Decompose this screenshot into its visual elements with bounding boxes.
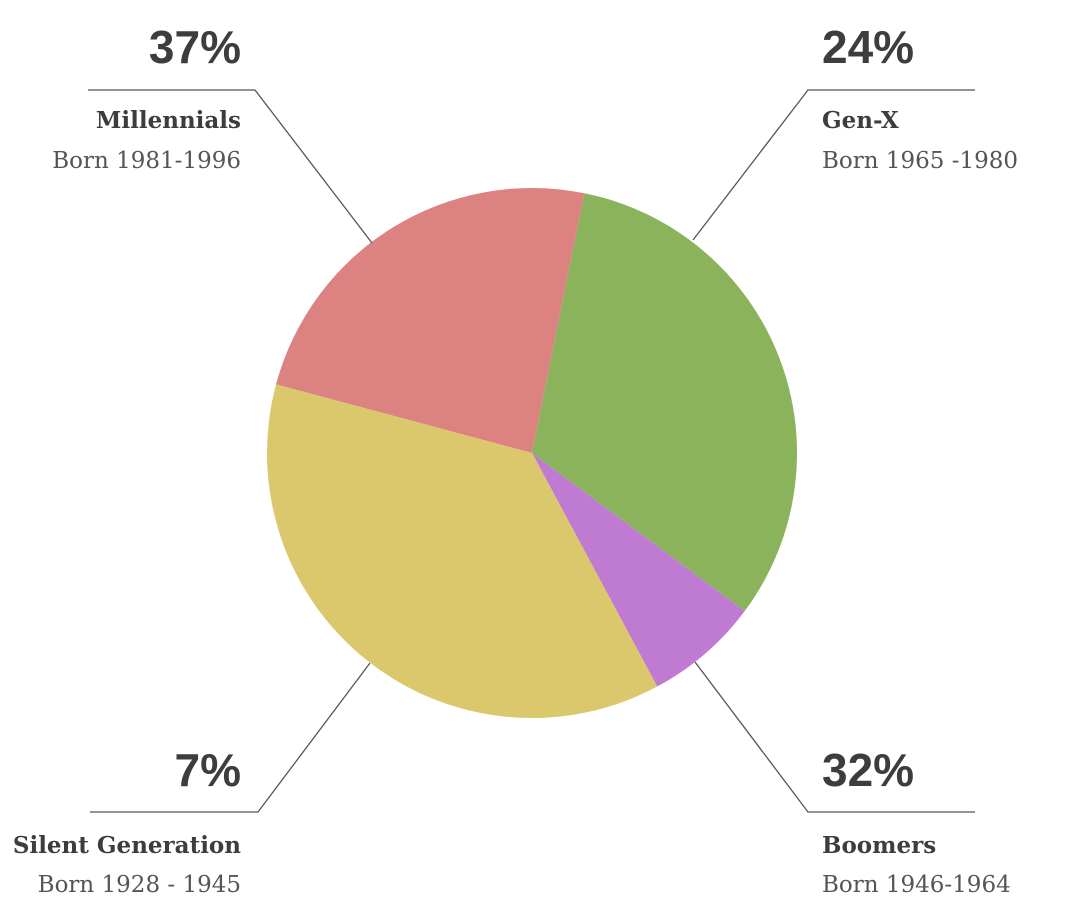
series-subtitle-boomers: Born 1946-1964 xyxy=(822,872,1011,898)
pie-slice-boomers xyxy=(532,193,798,612)
callout-boomers: 32% Boomers Born 1946-1964 xyxy=(694,661,1011,898)
leader-line-millennials xyxy=(88,89,373,244)
percent-label-silent-generation: 7% xyxy=(175,744,241,796)
series-subtitle-silent-generation: Born 1928 - 1945 xyxy=(38,872,241,898)
callout-gen-x: 24% Gen-X Born 1965 -1980 xyxy=(692,21,1018,241)
leader-line-silent-generation xyxy=(90,662,371,813)
pie-slice-gen-x xyxy=(276,188,585,453)
series-name-millennials: Millennials xyxy=(96,107,241,134)
series-name-silent-generation: Silent Generation xyxy=(13,832,241,859)
callout-millennials: 37% Millennials Born 1981-1996 xyxy=(52,21,373,244)
leader-line-gen-x xyxy=(692,89,975,241)
pie-slice-millennials xyxy=(266,384,658,719)
callout-silent-generation: 7% Silent Generation Born 1928 - 1945 xyxy=(13,662,371,898)
percent-label-gen-x: 24% xyxy=(822,21,914,73)
pie-slices xyxy=(266,188,798,719)
series-subtitle-millennials: Born 1981-1996 xyxy=(52,148,241,174)
series-name-boomers: Boomers xyxy=(822,832,936,859)
leader-line-boomers xyxy=(694,661,975,813)
pie-slice-silent-generation xyxy=(532,453,745,687)
percent-label-boomers: 32% xyxy=(822,744,914,796)
series-name-gen-x: Gen-X xyxy=(822,107,899,134)
series-subtitle-gen-x: Born 1965 -1980 xyxy=(822,148,1018,174)
percent-label-millennials: 37% xyxy=(149,21,241,73)
